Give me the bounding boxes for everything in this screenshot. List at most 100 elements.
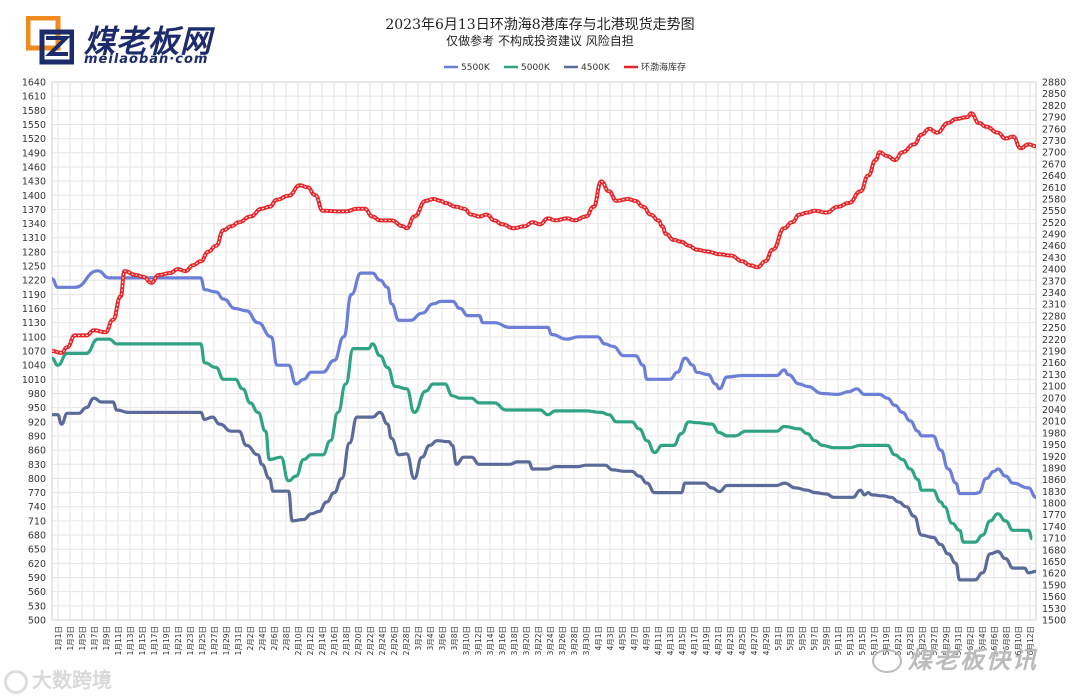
x-tick-label: 3月8日 [450,626,459,651]
y-right-tick-label: 2070 [1042,393,1066,404]
y-right-tick-label: 2820 [1042,101,1066,112]
y-left-tick-label: 1550 [22,120,46,131]
legend-label: 5500K [461,63,491,73]
y-right-tick-label: 1680 [1042,545,1066,556]
x-tick-label: 1月21日 [174,626,183,655]
x-tick-label: 6月8日 [1002,626,1011,651]
series-line-环渤海库存-inner [51,112,1037,354]
x-tick-label: 6月10日 [1014,626,1023,655]
chart-subtitle: 仅做参考 不构成投资建议 风险自担 [446,34,634,48]
x-tick-label: 4月29日 [762,626,771,655]
y-right-tick-label: 2400 [1042,265,1066,276]
x-tick-label: 1月19日 [162,626,171,655]
y-left-tick-label: 1580 [22,106,46,117]
y-right-tick-label: 1620 [1042,569,1066,580]
x-tick-label: 6月12日 [1026,626,1035,655]
x-tick-label: 1月27日 [210,626,219,655]
y-left-tick-label: 770 [28,488,46,499]
y-left-tick-label: 1460 [22,162,46,173]
y-right-tick-label: 2160 [1042,358,1066,369]
x-tick-label: 4月7日 [630,626,639,651]
x-tick-label: 2月16日 [330,626,339,655]
series-line-4500K [52,396,1037,582]
legend-label: 4500K [581,63,611,73]
y-left-tick-label: 950 [28,403,46,414]
y-right-tick-label: 2370 [1042,276,1066,287]
x-tick-label: 5月17日 [870,626,879,655]
y-left-tick-label: 560 [28,587,46,598]
x-tick-label: 5月29日 [942,626,951,655]
y-left-tick-label: 500 [28,616,46,627]
x-tick-label: 2月28日 [402,626,411,655]
x-tick-label: 2月26日 [390,626,399,655]
y-left-tick-label: 1070 [22,347,46,358]
x-tick-label: 2月2日 [246,626,255,651]
y-left-tick-label: 890 [28,431,46,442]
series-line-环渤海库存 [51,111,1037,355]
y-left-tick-label: 1160 [22,304,46,315]
y-right-tick-label: 2610 [1042,183,1066,194]
x-tick-label: 4月9日 [642,626,651,651]
x-tick-label: 4月27日 [750,626,759,655]
y-right-tick-label: 1800 [1042,499,1066,510]
x-tick-label: 3月4日 [426,626,435,651]
x-tick-label: 3月12日 [474,626,483,655]
y-right-tick-label: 2490 [1042,230,1066,241]
x-tick-label: 4月19日 [702,626,711,655]
x-tick-label: 4月25日 [738,626,747,655]
x-tick-label: 2月12日 [306,626,315,655]
x-tick-label: 5月1日 [774,626,783,651]
y-right-tick-label: 2580 [1042,194,1066,205]
x-tick-label: 1月9日 [102,626,111,651]
y-left-tick-label: 1490 [22,148,46,159]
y-left-tick-label: 680 [28,531,46,542]
x-tick-label: 5月11日 [834,626,843,655]
y-right-tick-label: 1980 [1042,428,1066,439]
x-tick-label: 3月20日 [522,626,531,655]
x-tick-label: 5月15日 [858,626,867,655]
x-tick-label: 1月11日 [114,626,123,655]
y-right-tick-label: 2520 [1042,218,1066,229]
y-right-tick-label: 2310 [1042,300,1066,311]
y-left-tick-label: 860 [28,446,46,457]
x-tick-label: 5月9日 [822,626,831,651]
legend: 5500K 5000K 4500K 环渤海库存 [444,61,686,73]
y-right-tick-label: 2250 [1042,323,1066,334]
y-left-tick-label: 530 [28,601,46,612]
x-tick-label: 2月14日 [318,626,327,655]
x-tick-label: 3月22日 [534,626,543,655]
x-tick-label: 4月3日 [606,626,615,651]
y-right-tick-label: 1890 [1042,463,1066,474]
x-tick-label: 5月31日 [954,626,963,655]
y-right-tick-label: 1860 [1042,475,1066,486]
x-tick-label: 3月10日 [462,626,471,655]
y-right-tick-label: 1710 [1042,534,1066,545]
y-left-tick-label: 1130 [22,318,46,329]
x-tick-label: 1月15日 [138,626,147,655]
x-tick-label: 2月18日 [342,626,351,655]
y-right-tick-label: 2010 [1042,417,1066,428]
x-tick-label: 1月1日 [54,626,63,651]
y-right-tick-label: 1830 [1042,487,1066,498]
y-left-tick-label: 1220 [22,276,46,287]
x-tick-label: 4月15日 [678,626,687,655]
x-tick-label: 1月25日 [198,626,207,655]
x-tick-label: 3月2日 [414,626,423,651]
y-right-tick-label: 1530 [1042,604,1066,615]
y-right-tick-label: 2670 [1042,159,1066,170]
y-right-tick-label: 2790 [1042,113,1066,124]
legend-label: 环渤海库存 [641,61,686,73]
x-tick-label: 1月31日 [234,626,243,655]
x-tick-label: 1月29日 [222,626,231,655]
x-tick-label: 5月21日 [894,626,903,655]
x-tick-label: 3月28日 [570,626,579,655]
y-left-tick-label: 1010 [22,375,46,386]
x-tick-label: 1月13日 [126,626,135,655]
x-tick-label: 2月10日 [294,626,303,655]
x-tick-label: 1月3日 [66,626,75,651]
y-right-tick-label: 2280 [1042,311,1066,322]
x-tick-label: 4月1日 [594,626,603,651]
y-left-tick-label: 800 [28,474,46,485]
y-right-tick-label: 2550 [1042,206,1066,217]
